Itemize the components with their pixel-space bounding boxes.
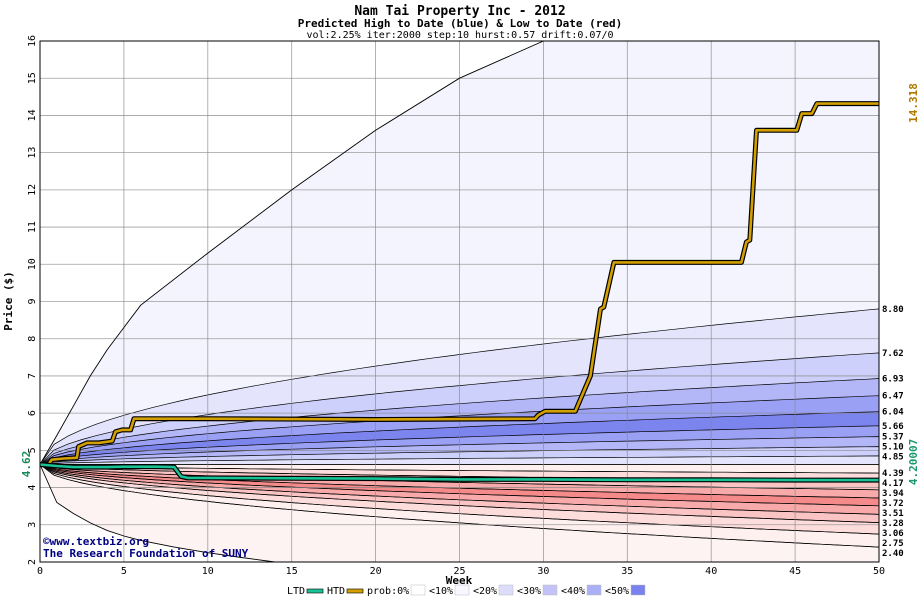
percentile-label: 3.94 — [882, 489, 904, 499]
legend: LTD HTD prob:0% <10% <20% <30% <40% <50% — [287, 584, 646, 597]
y-tick-label: 3 — [27, 522, 38, 528]
y-tick-label: 6 — [27, 410, 38, 416]
legend-swatch — [454, 584, 470, 596]
y-axis-label: Price ($) — [2, 271, 15, 331]
y-tick-label: 13 — [27, 147, 38, 159]
legend-label: LTD — [287, 586, 305, 597]
percentile-label: 5.37 — [882, 433, 904, 443]
legend-label: <50% — [605, 586, 629, 597]
legend-line-swatch — [346, 588, 364, 594]
y-tick-label: 9 — [27, 298, 38, 304]
x-tick-label: 40 — [705, 566, 717, 577]
percentile-label: 3.28 — [882, 519, 904, 529]
legend-label: <20% — [473, 586, 497, 597]
legend-swatch — [630, 584, 646, 596]
legend-label: <40% — [561, 586, 585, 597]
percentile-label: 4.39 — [882, 469, 904, 479]
percentile-label: 4.17 — [882, 479, 904, 489]
percentile-label: 3.72 — [882, 499, 904, 509]
y-tick-label: 16 — [27, 35, 38, 47]
y-tick-label: 5 — [27, 447, 38, 453]
percentile-label: 2.75 — [882, 539, 904, 549]
percentile-label: 2.40 — [882, 549, 904, 559]
chart-title: Nam Tai Property Inc - 2012 — [354, 4, 565, 19]
percentile-label: 5.66 — [882, 422, 904, 432]
legend-swatch — [410, 584, 426, 596]
y-tick-label: 11 — [27, 221, 38, 233]
high-final-label: 14.318 — [907, 83, 920, 123]
legend-line-swatch — [306, 588, 324, 594]
x-axis-ticks: 0 5 10 15 20 25 30 35 40 45 50 — [37, 566, 885, 577]
ltd-line — [39, 463, 879, 482]
x-axis-label: Week — [446, 574, 473, 587]
x-tick-label: 25 — [453, 566, 465, 577]
series-lines — [39, 101, 879, 483]
percentile-label: 8.80 — [882, 305, 904, 315]
x-tick-label: 5 — [121, 566, 127, 577]
lower-envelope-line — [39, 464, 275, 563]
x-tick-label: 45 — [789, 566, 801, 577]
legend-label: HTD — [327, 586, 345, 597]
percentile-label: 6.93 — [882, 375, 904, 385]
y-axis-ticks: 2 3 4 5 6 7 8 9 10 11 12 13 14 15 16 — [27, 35, 38, 565]
legend-label: prob:0% — [367, 586, 409, 597]
percentile-label: 3.51 — [882, 509, 904, 519]
y-tick-label: 8 — [27, 336, 38, 342]
x-tick-label: 10 — [202, 566, 214, 577]
x-tick-label: 15 — [286, 566, 298, 577]
low-final-label: 4.20007 — [907, 439, 920, 485]
percentile-label: 6.47 — [882, 392, 904, 402]
chart-subtitle: Predicted High to Date (blue) & Low to D… — [298, 17, 623, 30]
chart-params: vol:2.25% iter:2000 step:10 hurst:0.57 d… — [306, 30, 613, 41]
percentile-label: 4.85 — [882, 453, 904, 463]
x-tick-label: 0 — [37, 566, 43, 577]
y-tick-label: 12 — [27, 184, 38, 196]
y-tick-label: 15 — [27, 72, 38, 84]
legend-swatch — [586, 584, 602, 596]
legend-swatch — [542, 584, 558, 596]
upper-envelope-line — [39, 40, 544, 465]
percentile-label: 3.06 — [882, 529, 904, 539]
x-tick-label: 30 — [537, 566, 549, 577]
envelope-lines — [39, 40, 544, 563]
legend-label: <10% — [429, 586, 453, 597]
percentile-label: 5.10 — [882, 443, 904, 453]
credit-line-1: ©www.textbiz.org — [43, 535, 149, 548]
y-tick-label: 7 — [27, 373, 38, 379]
percentile-label: 6.04 — [882, 408, 904, 418]
credit-line-2: The Research Foundation of SUNY — [43, 547, 249, 560]
plot-frame — [39, 40, 880, 563]
y-tick-label: 2 — [27, 559, 38, 565]
htd-line — [40, 102, 879, 466]
legend-label: <30% — [517, 586, 541, 597]
x-tick-label: 20 — [370, 566, 382, 577]
legend-swatch — [498, 584, 514, 596]
percentile-labels: 8.80 7.62 6.93 6.47 6.04 5.665.375.104.85 4.39… — [882, 305, 904, 559]
x-tick-label: 50 — [873, 566, 885, 577]
y-tick-label: 10 — [27, 258, 38, 270]
start-price-label: 4.62 — [20, 451, 33, 478]
y-tick-label: 14 — [27, 109, 38, 121]
percentile-label: 7.62 — [882, 349, 904, 359]
x-tick-label: 35 — [621, 566, 633, 577]
y-tick-label: 4 — [27, 485, 38, 491]
